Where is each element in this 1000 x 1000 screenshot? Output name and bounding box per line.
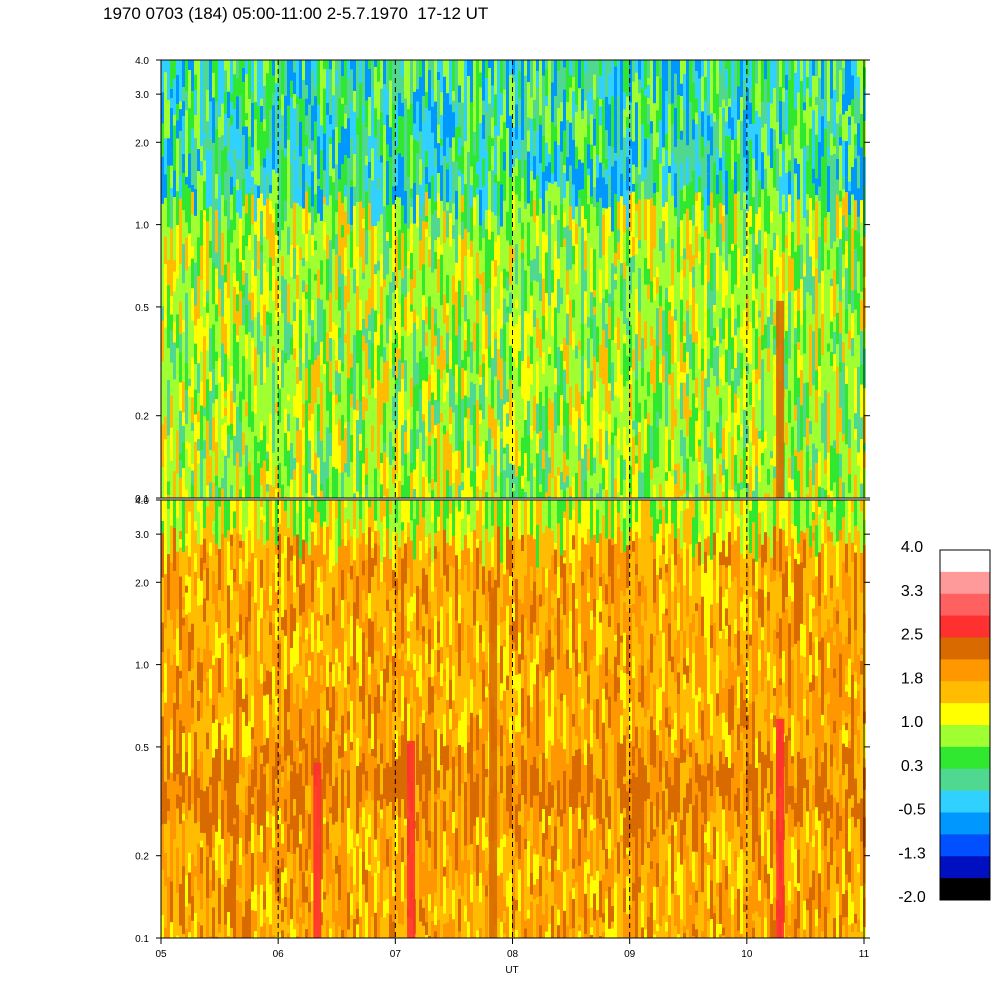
x-tick-label: 08 — [507, 949, 519, 960]
y-tick-label: 0.5 — [135, 303, 149, 314]
colorbar-swatch — [940, 878, 990, 901]
panel-frames — [160, 59, 865, 939]
colorbar-swatch — [940, 659, 990, 682]
colorbar-label: 4.0 — [901, 539, 923, 556]
colorbar: 4.0 3.3 2.5 1.8 1.0 0.3 -0.5 -1.3 -2.0 — [898, 539, 991, 906]
colorbar-label: 0.3 — [901, 758, 923, 775]
x-tick-label: 07 — [390, 949, 402, 960]
colorbar-frame — [939, 549, 991, 901]
colorbar-swatch — [940, 768, 990, 792]
y-tick-label: 2.0 — [135, 138, 149, 149]
colorbar-label: -1.3 — [898, 845, 926, 862]
y-tick-label: 1.0 — [135, 221, 149, 232]
colorbar-label: 3.3 — [901, 583, 923, 600]
colorbar-swatch — [940, 571, 990, 595]
colorbar-swatch — [940, 790, 990, 813]
colorbar-swatch — [940, 725, 990, 748]
x-tick-label: 11 — [859, 949, 870, 960]
lower-panel-heatmap — [161, 500, 866, 938]
colorbar-swatch — [940, 703, 990, 726]
y-tick-label: 0.1 — [135, 494, 149, 505]
x-tick-label: 10 — [741, 949, 753, 960]
colorbar-label: 1.0 — [901, 714, 923, 731]
colorbar-swatch — [940, 856, 990, 879]
colorbar-label: 2.5 — [901, 627, 923, 644]
y-tick-label: 3.0 — [135, 530, 149, 541]
axis-ticks: 0.10.20.51.02.03.04.00.10.20.51.02.03.04… — [135, 56, 870, 960]
colorbar-swatch — [940, 637, 990, 660]
colorbar-swatch — [940, 746, 990, 770]
y-tick-label: 0.1 — [135, 934, 149, 945]
colorbar-swatch — [940, 834, 990, 857]
y-tick-label: 3.0 — [135, 90, 149, 101]
colorbar-label: 1.8 — [901, 670, 923, 687]
colorbar-label: -2.0 — [898, 889, 926, 906]
colorbar-swatch — [940, 681, 990, 704]
y-tick-label: 4.0 — [135, 56, 149, 67]
colorbar-swatch — [940, 812, 990, 835]
y-tick-label: 0.2 — [135, 852, 149, 863]
colorbar-swatch — [940, 593, 990, 617]
chart-title: 1970 0703 (184) 05:00-11:00 2-5.7.1970 1… — [103, 4, 489, 23]
y-tick-label: 0.2 — [135, 412, 149, 423]
x-tick-label: 05 — [155, 949, 167, 960]
y-tick-label: 4.0 — [135, 496, 149, 507]
x-tick-label: 06 — [273, 949, 285, 960]
colorbar-label: -0.5 — [898, 802, 926, 819]
upper-panel-heatmap — [161, 60, 866, 498]
y-tick-label: 1.0 — [135, 661, 149, 672]
x-axis-label: UT — [505, 965, 518, 976]
y-tick-label: 2.0 — [135, 578, 149, 589]
x-tick-label: 09 — [624, 949, 636, 960]
colorbar-swatch — [940, 615, 990, 638]
y-tick-label: 0.5 — [135, 743, 149, 754]
colorbar-swatch — [940, 550, 990, 573]
